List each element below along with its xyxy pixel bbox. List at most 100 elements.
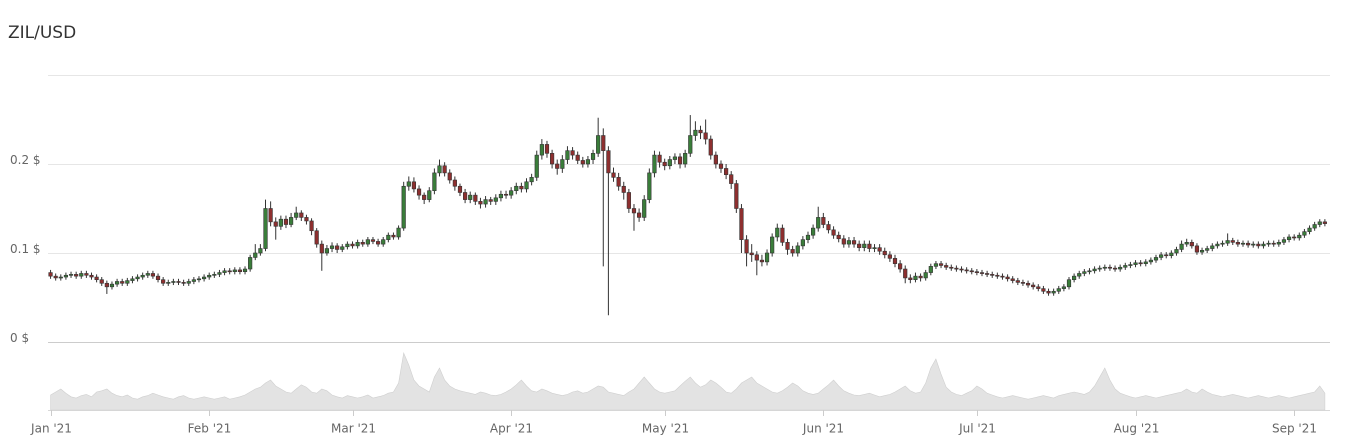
candle-body [667, 159, 672, 167]
candle-body [130, 278, 135, 281]
candle-body [283, 218, 289, 225]
candle-body [933, 263, 939, 267]
candle-body [877, 247, 882, 252]
candle-body [150, 273, 156, 277]
candle-body [1199, 250, 1205, 253]
candle-body [416, 188, 422, 196]
candle-body [324, 248, 330, 254]
candle-body [309, 220, 314, 232]
candle-body [263, 208, 268, 249]
candle-body [1138, 262, 1143, 265]
candle-body [345, 243, 350, 248]
candle-body [514, 185, 519, 191]
candle-body [928, 266, 933, 273]
candle-body [805, 234, 811, 240]
candle-body [457, 185, 463, 193]
candle-body [672, 156, 678, 160]
candle-body [606, 150, 611, 174]
candle-body [396, 227, 401, 238]
candle-body [391, 234, 396, 238]
candle-body [355, 242, 360, 247]
chart-title: ZIL/USD [8, 23, 76, 43]
candle-body [1317, 221, 1322, 225]
y-tick-label: 0 $ [10, 331, 29, 345]
candle-body [1215, 243, 1220, 247]
candle-body [202, 276, 207, 280]
candle-body [483, 199, 488, 205]
candle-body [611, 172, 616, 178]
candle-body [938, 263, 944, 266]
candle-body [248, 257, 253, 270]
candle-body [498, 193, 504, 199]
candle-body [631, 208, 637, 214]
candle-body [217, 272, 222, 275]
candle-body [1240, 242, 1246, 245]
candle-body [401, 185, 406, 229]
candle-body [872, 247, 877, 249]
candle-body [258, 248, 263, 254]
candle-body [846, 240, 852, 245]
candle-body [744, 239, 749, 254]
candle-body [1256, 243, 1261, 247]
candle-body [560, 159, 565, 169]
candle-body [1174, 249, 1179, 254]
x-tick-label: Sep '21 [1272, 422, 1317, 436]
candle-body [509, 190, 514, 196]
candle-body [857, 243, 862, 248]
candle-body [145, 273, 150, 276]
candle-body [1092, 268, 1097, 272]
candle-body [386, 234, 391, 240]
candle-body [754, 254, 759, 261]
candle-body [1153, 257, 1159, 261]
candle-body [1251, 243, 1256, 246]
candle-body [693, 129, 698, 136]
candle-body [898, 263, 903, 270]
candle-body [196, 278, 202, 281]
candle-body [161, 279, 166, 284]
candle-body [99, 279, 104, 284]
candle-body [1102, 266, 1107, 269]
candle-body [437, 165, 442, 174]
candle-body [1184, 242, 1189, 245]
candle-body [734, 183, 739, 209]
x-tick-label: May '21 [642, 422, 689, 436]
candle-body [376, 241, 381, 245]
candle-body [596, 135, 601, 154]
candle-body [227, 270, 232, 273]
candle-body [550, 153, 555, 165]
candle-body [135, 276, 140, 280]
candle-body [1189, 242, 1194, 247]
candle-body [53, 275, 58, 279]
candle-body [207, 274, 212, 278]
candle-body [314, 230, 319, 245]
candle-body [1164, 254, 1169, 257]
candle-body [713, 154, 718, 165]
candle-body [427, 190, 432, 200]
candle-body [140, 274, 145, 278]
candle-body [447, 172, 452, 181]
candle-body [104, 282, 109, 288]
candle-body [1261, 243, 1266, 247]
candle-body [1123, 265, 1128, 268]
candle-body [585, 159, 591, 165]
candle-body [125, 280, 130, 284]
candle-body [708, 138, 713, 156]
candle-body [1061, 286, 1066, 289]
candle-body [949, 266, 954, 269]
candle-body [1051, 290, 1056, 294]
candle-body [944, 265, 949, 268]
candle-body [63, 274, 69, 278]
candle-body [176, 281, 181, 283]
candle-body [1097, 267, 1102, 270]
candle-body [191, 279, 196, 282]
candle-body [1036, 286, 1041, 289]
x-tick-label: Jun '21 [802, 422, 844, 436]
candle-body [232, 269, 237, 272]
candle-body [590, 153, 596, 160]
candle-body [652, 154, 657, 174]
candle-body [821, 217, 826, 225]
candle-body [990, 274, 995, 276]
candle-body [452, 179, 457, 187]
candle-body [1000, 275, 1005, 278]
candle-body [294, 212, 299, 218]
